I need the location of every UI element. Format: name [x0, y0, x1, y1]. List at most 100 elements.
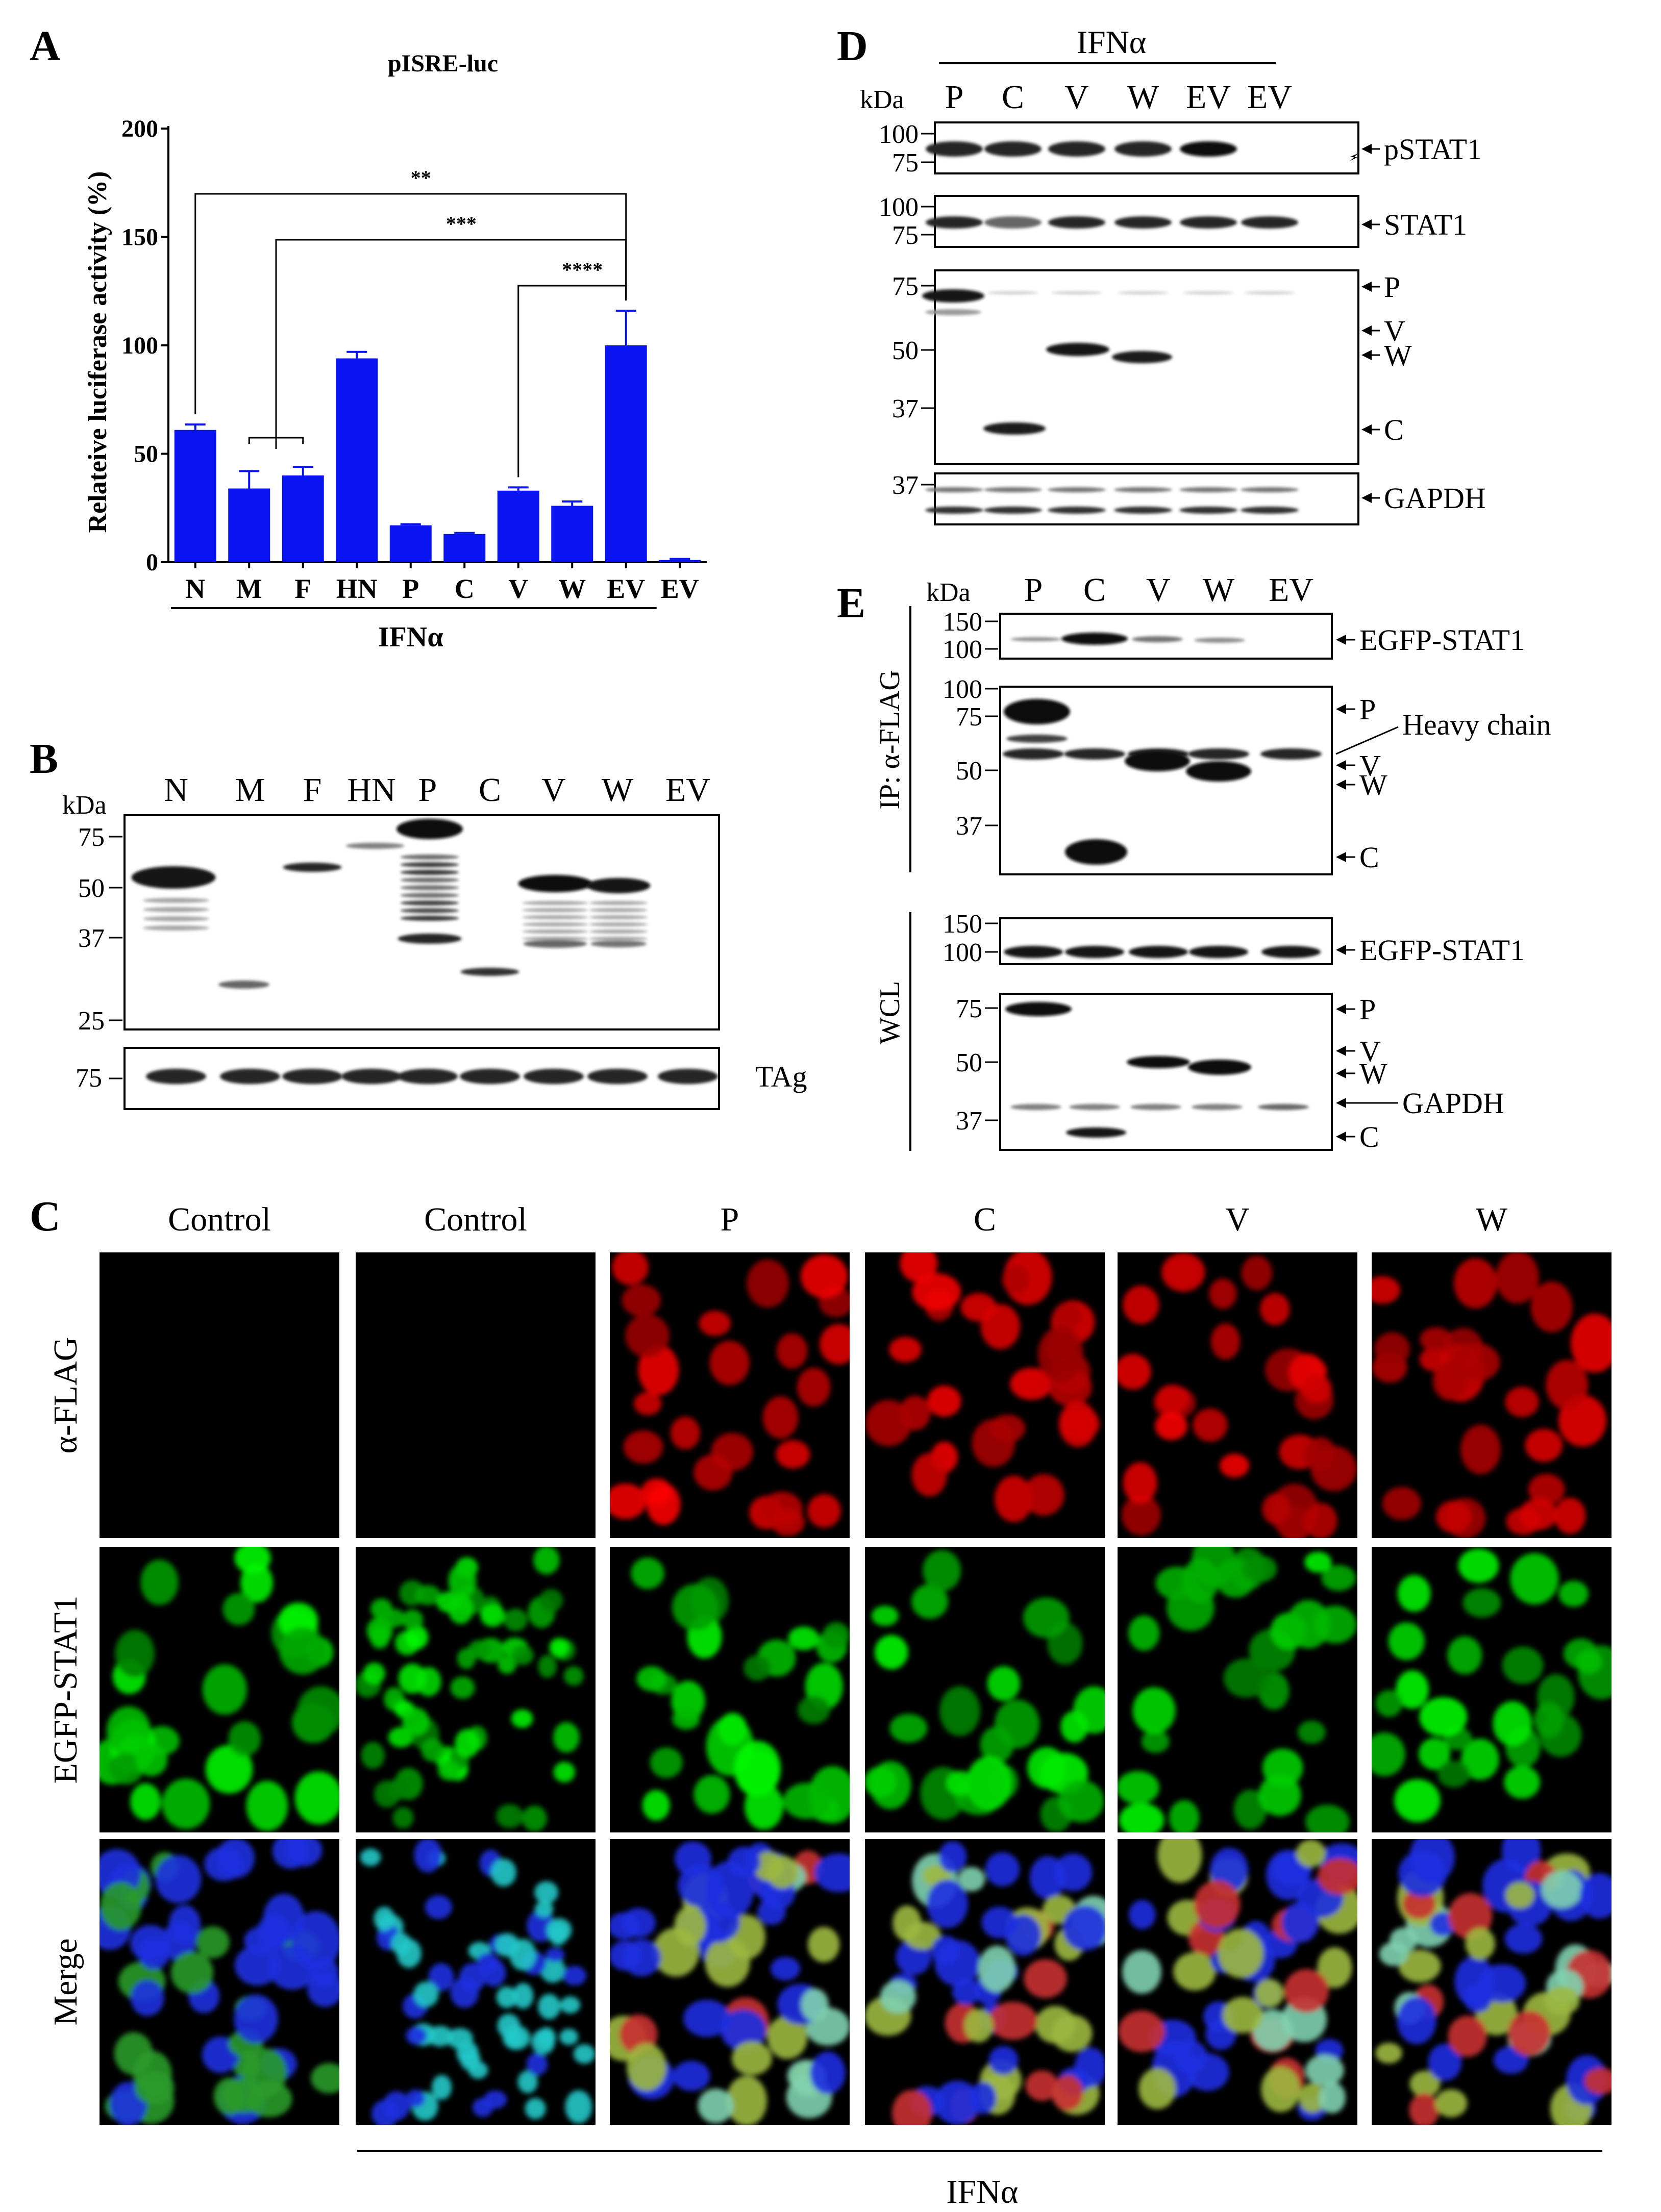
cell	[1058, 1401, 1097, 1447]
cell	[361, 1742, 385, 1769]
cell	[1447, 1636, 1482, 1675]
band	[1179, 507, 1237, 514]
band	[1127, 1056, 1190, 1068]
band	[400, 885, 459, 890]
blot-frame	[934, 269, 1359, 465]
cell	[374, 1906, 395, 1931]
arrow	[1350, 153, 1358, 161]
cell	[421, 1738, 444, 1762]
cell	[573, 2044, 596, 2064]
band	[987, 291, 1038, 294]
cell	[1218, 1928, 1264, 1978]
x-tick-label: C	[455, 573, 475, 604]
band	[1180, 141, 1237, 157]
heavy-chain-label: Heavy chain	[1402, 708, 1551, 741]
band	[400, 870, 459, 875]
cell	[672, 1708, 700, 1730]
band	[1065, 946, 1124, 958]
cell	[871, 1605, 899, 1626]
cell	[762, 1396, 799, 1439]
band	[1194, 638, 1245, 643]
cell	[1123, 1462, 1157, 1504]
band-label: P	[1359, 993, 1376, 1026]
micrograph-tile	[610, 1252, 850, 1538]
band	[1006, 735, 1068, 743]
cell	[1554, 1497, 1586, 1534]
cells	[631, 1557, 850, 1830]
cell	[216, 1839, 255, 1878]
cell	[893, 1905, 922, 1942]
band	[398, 934, 462, 944]
cell	[387, 1778, 410, 1800]
mw-label: 75	[78, 823, 105, 852]
mw-label: 150	[943, 910, 982, 939]
arrow-head	[1361, 424, 1372, 435]
cells	[1372, 1252, 1612, 1538]
cell	[612, 1252, 649, 1286]
panel-a-letter: A	[30, 22, 61, 70]
cell	[767, 2016, 808, 2059]
band-label: P	[1359, 693, 1376, 726]
cell	[1382, 1487, 1421, 1520]
cell	[1453, 1258, 1497, 1309]
cell	[958, 1867, 985, 1892]
panel-b: B kDa N M F HN P C V W EV 75 50 37 25 75 TAg	[30, 735, 807, 1110]
cell	[1409, 2071, 1441, 2097]
panel-e-letter: E	[837, 580, 865, 627]
cell	[952, 1979, 981, 2005]
cell	[383, 2091, 410, 2121]
cell	[130, 1783, 161, 1820]
cell	[1129, 1900, 1156, 1929]
cell	[1504, 1766, 1541, 1799]
cell	[370, 1598, 392, 1619]
cells	[610, 1841, 850, 2125]
band	[922, 289, 984, 303]
arrow-head	[1336, 760, 1346, 770]
cell	[242, 2048, 287, 2098]
band	[1048, 216, 1105, 229]
cell	[771, 1509, 805, 1536]
cells	[865, 1550, 1105, 1832]
cell	[1157, 1839, 1202, 1883]
bar	[551, 506, 593, 562]
x-tick-label: N	[185, 573, 205, 604]
cell	[622, 1939, 661, 1977]
band	[589, 915, 648, 919]
band	[341, 1069, 402, 1084]
cell	[988, 2001, 1037, 2040]
cell	[428, 1963, 454, 1992]
arrow-head	[1336, 1098, 1346, 1108]
mw-markers: 75 50 37 25	[78, 823, 122, 1036]
cell	[1448, 2016, 1487, 2057]
cell	[1372, 1732, 1405, 1776]
cell	[627, 2043, 666, 2091]
row-label: Merge	[47, 1938, 84, 2025]
cell	[1242, 1555, 1277, 1582]
row-label: α-FLAG	[47, 1337, 84, 1454]
cell	[709, 1341, 750, 1386]
lane-label: V	[541, 771, 566, 809]
band	[522, 929, 588, 934]
cell	[272, 1839, 309, 1869]
cell	[1161, 1252, 1205, 1292]
cell	[927, 1386, 961, 1417]
bar	[174, 430, 216, 562]
cell	[1502, 1646, 1544, 1685]
cell	[1379, 1942, 1408, 1966]
mw-label: 75	[956, 994, 982, 1023]
cell	[1296, 1839, 1326, 1868]
cell	[108, 1753, 143, 1784]
band	[400, 862, 459, 867]
blots-e: 150100100755037150100755037EGFP-STAT1PVW…	[943, 608, 1551, 1153]
mw-label: 100	[879, 120, 919, 149]
cell	[995, 1475, 1033, 1522]
blot-frame	[999, 993, 1333, 1151]
micrograph-tile	[356, 1547, 596, 1832]
cell	[546, 1947, 565, 1963]
loading-marker: 75	[76, 1064, 102, 1093]
band-label: V	[1359, 1035, 1381, 1068]
cell	[1461, 1739, 1499, 1780]
cell	[496, 1804, 524, 1828]
cell	[559, 2028, 579, 2045]
lane-label: EV	[1186, 79, 1231, 116]
